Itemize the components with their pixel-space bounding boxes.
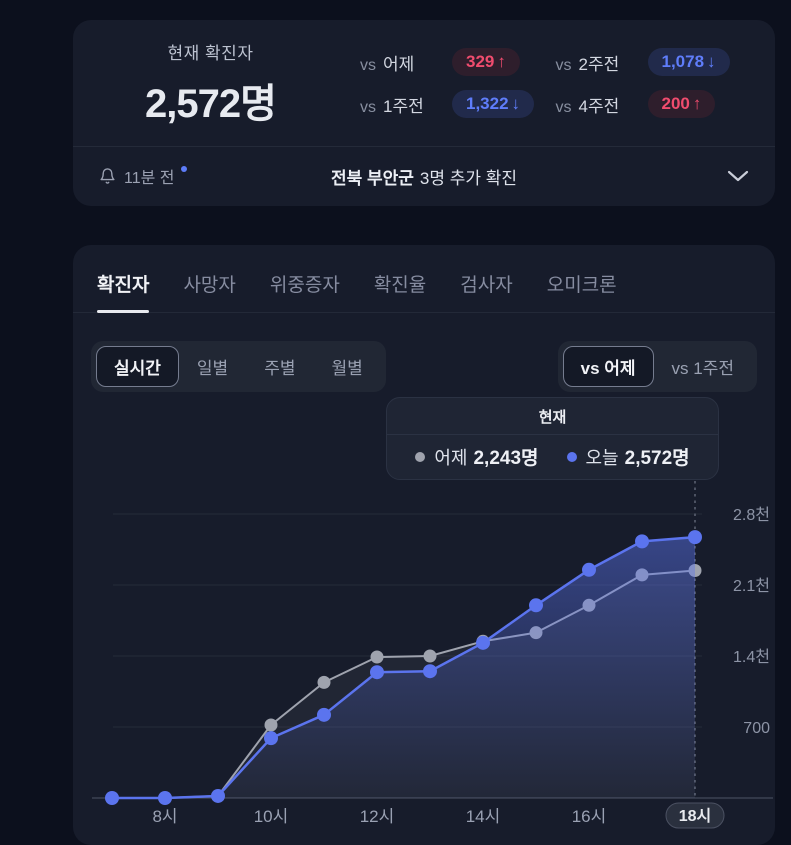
data-point-yesterday	[370, 650, 384, 664]
comparison-value-pill: 200 ↑	[647, 90, 716, 118]
comparison-vs-yesterday: vs 어제 329 ↑	[360, 48, 550, 76]
bell-icon	[99, 167, 116, 185]
comparison-vs-4-weeks: vs 4주전 200 ↑	[556, 90, 746, 118]
y-axis-label: 2.8천	[733, 506, 770, 524]
trend-chart[interactable]: 700 1.4천 2.1천 2.8천 8시 10시 12시 14시 16시 18시	[73, 460, 775, 832]
current-count-label: 현재 확진자	[167, 44, 254, 63]
chart-tooltip: 현재 어제 2,243명 오늘 2,572명	[386, 397, 719, 480]
comparison-value-pill: 1,078 ↓	[647, 48, 730, 76]
x-axis-label: 8시	[152, 807, 177, 826]
comparison-prefix: vs	[360, 98, 376, 116]
current-count-value: 2,572명	[145, 82, 277, 126]
comparison-value-pill: 1,322 ↓	[452, 90, 535, 118]
data-point-today	[635, 534, 649, 549]
metric-tabbar: 확진자 사망자 위중증자 확진율 검사자 오미크론	[73, 245, 775, 313]
comparison-prefix: vs	[555, 56, 572, 74]
compare-vs-1-week-button[interactable]: vs 1주전	[671, 359, 734, 378]
comparison-vs-2-weeks: vs 2주전 1,078 ↓	[556, 48, 746, 76]
legend-item-yesterday: 어제 2,243명	[415, 443, 539, 470]
notification-time: 11분 전	[99, 164, 187, 188]
x-axis-label: 14시	[466, 807, 501, 826]
compare-segmented-control: vs 어제 vs 1주전	[557, 341, 757, 392]
data-point-today	[264, 731, 278, 746]
compare-vs-yesterday-button[interactable]: vs 어제	[562, 346, 654, 387]
period-weekly-button[interactable]: 주별	[264, 359, 296, 378]
tooltip-title: 현재	[387, 398, 718, 435]
comparison-name: 1주전	[383, 96, 424, 116]
yesterday-dot-icon	[415, 451, 426, 462]
data-point-today	[317, 707, 331, 722]
data-point-yesterday	[264, 718, 278, 732]
tab-positivity-rate[interactable]: 확진율	[373, 275, 427, 296]
period-monthly-button[interactable]: 월별	[331, 359, 363, 378]
chart-card: 확진자 사망자 위중증자 확진율 검사자 오미크론 실시간 일별 주별 월별 v…	[73, 245, 775, 845]
data-point-today	[105, 791, 119, 805]
legend-value: 2,243명	[473, 448, 539, 469]
summary-stats-row: 현재 확진자 2,572명 vs 어제 329 ↑ vs 2주전 1,078 ↓ vs 1…	[73, 20, 775, 146]
current-time-badge	[665, 802, 725, 829]
x-axis-label: 10시	[254, 807, 289, 826]
comparison-vs-1-week: vs 1주전 1,322 ↓	[360, 90, 550, 118]
current-time-badge-label: 18시	[679, 807, 712, 825]
up-arrow-icon: ↑	[692, 94, 702, 113]
comparison-name: 2주전	[578, 54, 620, 74]
data-point-yesterday	[317, 675, 331, 689]
notification-expand-button[interactable]	[727, 170, 749, 182]
y-axis-label: 1.4천	[733, 648, 770, 666]
x-axis-label: 12시	[360, 807, 395, 826]
y-axis-label: 700	[743, 720, 770, 737]
comparison-prefix: vs	[360, 56, 376, 74]
current-count-block: 현재 확진자 2,572명	[103, 39, 318, 129]
divider	[73, 146, 775, 147]
tab-omicron[interactable]: 오미크론	[546, 275, 617, 296]
today-dot-icon	[566, 451, 577, 462]
series-today-line	[112, 535, 696, 800]
legend-label: 어제	[434, 447, 468, 468]
tab-confirmed[interactable]: 확진자	[97, 270, 150, 313]
x-axis-label: 16시	[572, 807, 607, 826]
down-arrow-icon: ↓	[511, 94, 521, 113]
comparison-name: 4주전	[578, 96, 620, 116]
up-arrow-icon: ↑	[497, 52, 506, 71]
summary-card: 현재 확진자 2,572명 vs 어제 329 ↑ vs 2주전 1,078 ↓ vs 1…	[73, 20, 775, 206]
chart-controls: 실시간 일별 주별 월별 vs 어제 vs 1주전	[73, 313, 775, 392]
unread-dot	[180, 166, 187, 172]
tab-deaths[interactable]: 사망자	[183, 275, 236, 296]
period-daily-button[interactable]: 일별	[196, 359, 229, 378]
comparison-value-pill: 329 ↑	[452, 48, 520, 76]
data-point-today	[211, 788, 225, 803]
legend-value: 2,572명	[624, 448, 690, 469]
today-area	[112, 537, 695, 798]
legend-label: 오늘	[585, 447, 619, 468]
tab-critical[interactable]: 위중증자	[269, 275, 340, 296]
period-segmented-control: 실시간 일별 주별 월별	[91, 341, 386, 392]
down-arrow-icon: ↓	[707, 52, 716, 71]
data-point-today	[582, 562, 596, 577]
data-point-today	[158, 791, 172, 805]
period-realtime-button[interactable]: 실시간	[96, 346, 179, 387]
y-axis-label: 2.1천	[733, 577, 770, 595]
tab-tested[interactable]: 검사자	[460, 275, 513, 296]
comparison-prefix: vs	[555, 98, 572, 116]
data-point-today	[688, 530, 702, 545]
data-point-today	[370, 665, 384, 680]
comparison-grid: vs 어제 329 ↑ vs 2주전 1,078 ↓ vs 1주전 1,322 ↓ vs 4주…	[360, 48, 745, 118]
tooltip-legend: 어제 2,243명 오늘 2,572명	[387, 435, 718, 479]
chevron-down-icon	[727, 170, 749, 182]
data-point-today	[476, 635, 490, 650]
data-point-yesterday	[423, 649, 437, 663]
data-point-today	[529, 598, 543, 613]
notification-bar[interactable]: 11분 전 전북 부안군 3명 추가 확진	[73, 147, 775, 205]
legend-item-today: 오늘 2,572명	[566, 443, 690, 470]
data-point-today	[423, 664, 437, 679]
notification-message: 전북 부안군 3명 추가 확진	[330, 168, 518, 188]
comparison-name: 어제	[383, 54, 415, 74]
